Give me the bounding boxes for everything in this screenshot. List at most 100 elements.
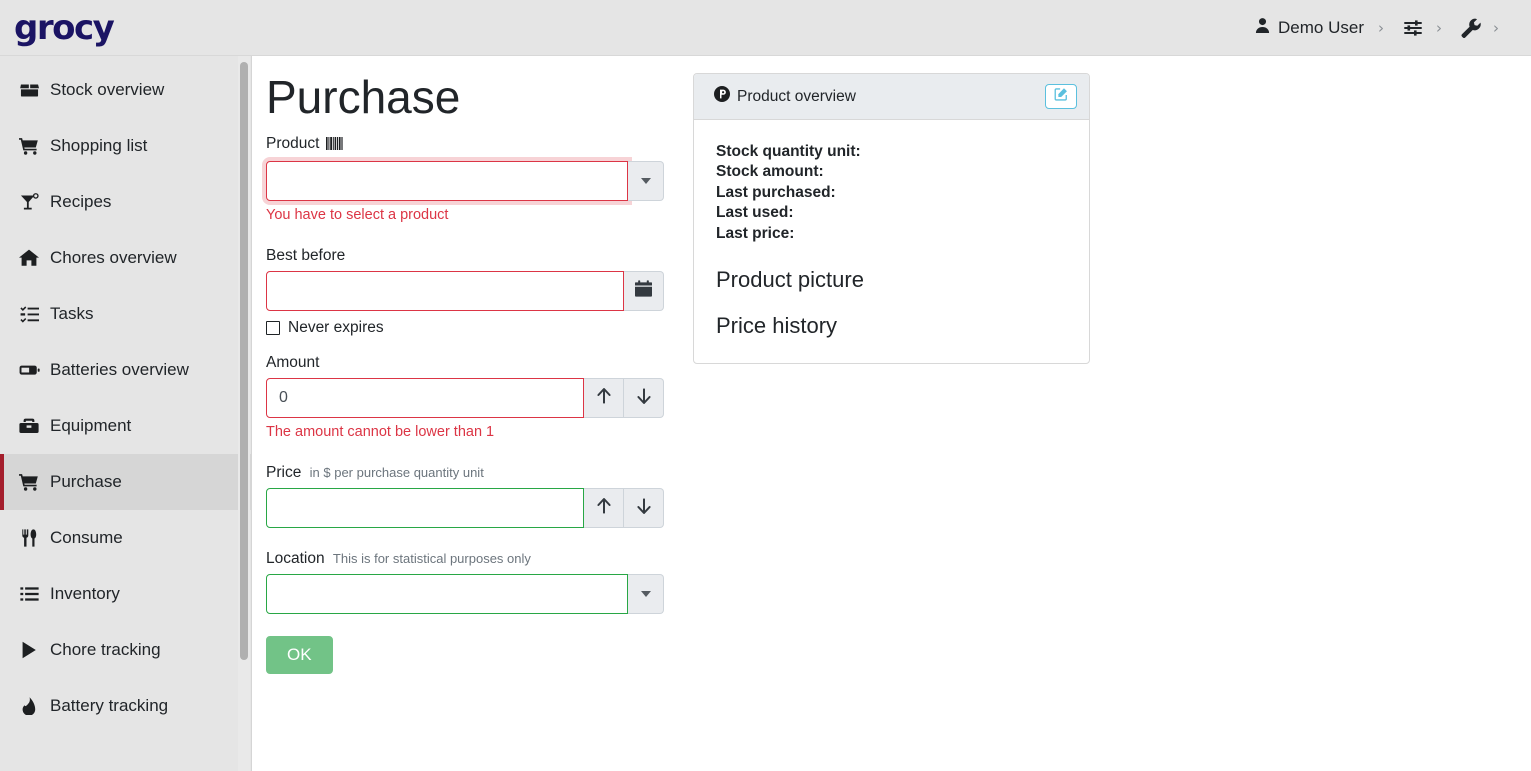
product-overview-card: Product overview Stock quantity unit: St… [693, 73, 1090, 365]
fire-icon [18, 697, 40, 715]
play-icon [18, 641, 40, 659]
location-input[interactable] [266, 574, 628, 615]
top-navbar: grocy Demo User › [0, 0, 1531, 56]
sidebar-item-inventory[interactable]: Inventory [0, 566, 251, 622]
toolbox-icon [18, 418, 40, 434]
best-before-form-group: Best before Never expires [266, 246, 676, 337]
shopping-cart-icon [18, 137, 40, 155]
wrench-icon[interactable] [1456, 13, 1485, 42]
sidebar-nav: Stock overview Shopping list Recipes [0, 56, 251, 734]
utensils-icon [18, 529, 40, 547]
price-history-heading: Price history [716, 312, 838, 338]
product-label-text: Product [266, 135, 320, 152]
chevron-down-icon [640, 178, 651, 185]
barcode-icon [325, 137, 343, 154]
sidebar-item-label: Chore tracking [50, 640, 161, 659]
sliders-icon[interactable] [1398, 14, 1428, 42]
overview-row: Last price: [716, 224, 795, 242]
sidebar-item-recipes[interactable]: Recipes [0, 174, 251, 230]
calendar-icon [635, 280, 652, 302]
sidebar-item-chores-overview[interactable]: Chores overview [0, 230, 251, 286]
sidebar-item-consume[interactable]: Consume [0, 510, 251, 566]
overview-row: Stock quantity unit: [716, 143, 861, 160]
user-menu-inner[interactable]: Demo User [1248, 13, 1370, 43]
sidebar-item-purchase[interactable]: Purchase [0, 454, 251, 510]
price-label: Price in $ per purchase quantity unit [266, 463, 676, 483]
sidebar-item-tasks[interactable]: Tasks [0, 286, 251, 342]
price-form-group: Price in $ per purchase quantity unit [266, 463, 676, 529]
sidebar: Stock overview Shopping list Recipes [0, 56, 252, 771]
box-icon [18, 82, 40, 98]
price-decrease-button[interactable] [624, 488, 664, 529]
overview-row: Last used: [716, 204, 794, 222]
sidebar-item-label: Consume [50, 528, 123, 547]
product-overview-body: Stock quantity unit: Stock amount: Last … [694, 120, 1089, 363]
arrow-down-icon [636, 387, 652, 410]
sidebar-item-label: Stock overview [50, 80, 165, 99]
sidebar-item-battery-tracking[interactable]: Battery tracking [0, 678, 251, 734]
edit-square-icon [1054, 87, 1068, 106]
never-expires-label: Never expires [288, 319, 384, 337]
user-icon [1254, 17, 1271, 39]
chevron-right-icon: › [1436, 18, 1442, 37]
settings-menu[interactable]: › [1398, 14, 1456, 42]
location-dropdown-button[interactable] [628, 574, 664, 615]
user-menu-label: Demo User [1278, 17, 1364, 37]
tools-menu[interactable]: › [1456, 13, 1513, 42]
best-before-calendar-button[interactable] [624, 271, 664, 312]
cocktail-icon [18, 193, 40, 211]
overview-row: Stock amount: [716, 163, 824, 181]
sidebar-item-label: Chores overview [50, 248, 177, 267]
sidebar-item-chore-tracking[interactable]: Chore tracking [0, 622, 251, 678]
amount-input[interactable] [266, 378, 584, 419]
amount-increase-button[interactable] [584, 378, 624, 419]
sidebar-item-label: Equipment [50, 416, 132, 435]
overview-row: Last purchased: [716, 183, 836, 201]
sidebar-item-label: Purchase [50, 472, 122, 491]
amount-decrease-button[interactable] [624, 378, 664, 419]
sidebar-item-label: Recipes [50, 192, 112, 211]
price-label-text: Price [266, 464, 302, 482]
product-picture-heading: Product picture [716, 267, 864, 293]
product-form-group: Product [266, 134, 676, 225]
product-overview-edit-button[interactable] [1045, 84, 1077, 109]
main-content: Purchase Product [252, 56, 1531, 771]
sidebar-item-batteries-overview[interactable]: Batteries overview [0, 342, 251, 398]
product-error-message: You have to select a product [266, 207, 449, 224]
product-combo [266, 161, 664, 202]
location-label: Location This is for statistical purpose… [266, 549, 676, 569]
amount-error-message: The amount cannot be lower than 1 [266, 424, 495, 441]
sidebar-item-label: Battery tracking [50, 696, 169, 715]
location-combo [266, 574, 664, 615]
never-expires-checkbox[interactable]: Never expires [266, 319, 676, 337]
sidebar-scrollbar-thumb[interactable] [240, 62, 248, 660]
product-input[interactable] [266, 161, 628, 202]
sidebar-item-label: Tasks [50, 304, 94, 323]
chevron-right-icon: › [1493, 18, 1499, 37]
product-label: Product [266, 134, 676, 156]
brand-logo[interactable]: grocy [14, 7, 115, 48]
sidebar-item-label: Shopping list [50, 136, 148, 155]
sidebar-item-label: Inventory [50, 584, 120, 603]
tasks-icon [18, 305, 40, 323]
shopping-cart-icon [18, 473, 40, 491]
amount-input-row [266, 378, 664, 419]
price-increase-button[interactable] [584, 488, 624, 529]
sidebar-item-shopping-list[interactable]: Shopping list [0, 118, 251, 174]
best-before-input[interactable] [266, 271, 624, 312]
price-input-row [266, 488, 664, 529]
user-menu[interactable]: Demo User › [1248, 13, 1398, 43]
arrow-up-icon [596, 387, 612, 410]
product-dropdown-button[interactable] [628, 161, 664, 202]
list-icon [18, 586, 40, 602]
sidebar-item-equipment[interactable]: Equipment [0, 398, 251, 454]
purchase-form: Product [266, 134, 676, 675]
arrow-up-icon [596, 497, 612, 520]
ok-button[interactable]: OK [266, 636, 333, 675]
price-input[interactable] [266, 488, 584, 529]
product-overview-header: Product overview [694, 74, 1089, 120]
best-before-input-row [266, 271, 664, 312]
checkbox-box-icon[interactable] [266, 321, 280, 336]
product-hunt-icon [714, 86, 730, 107]
sidebar-item-stock-overview[interactable]: Stock overview [0, 62, 251, 118]
